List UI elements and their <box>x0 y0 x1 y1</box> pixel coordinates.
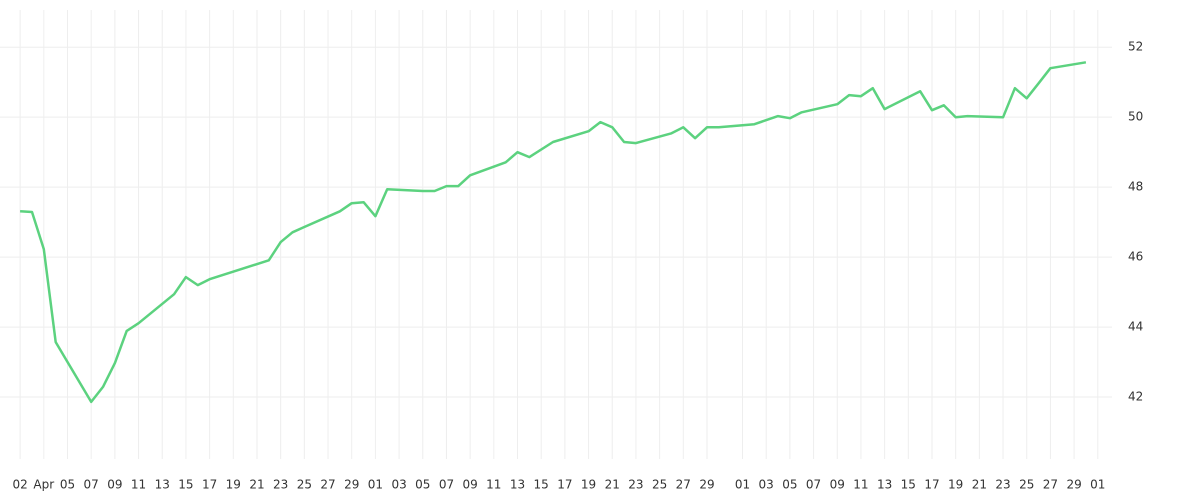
x-tick-label: 25 <box>652 478 667 492</box>
x-tick-label: 17 <box>557 478 572 492</box>
x-tick-label: 02 <box>12 478 27 492</box>
y-tick-label: 42 <box>1128 390 1143 404</box>
x-tick-label: 05 <box>415 478 430 492</box>
x-tick-label: 09 <box>830 478 845 492</box>
x-tick-label: 15 <box>901 478 916 492</box>
x-tick-label: 29 <box>1066 478 1081 492</box>
x-tick-label: 05 <box>60 478 75 492</box>
x-tick-label: Apr <box>33 478 54 492</box>
x-tick-label: 23 <box>628 478 643 492</box>
x-tick-label: 25 <box>1019 478 1034 492</box>
x-tick-label: 17 <box>924 478 939 492</box>
x-tick-label: 09 <box>107 478 122 492</box>
x-tick-label: 13 <box>155 478 170 492</box>
x-tick-label: 01 <box>735 478 750 492</box>
x-tick-label: 21 <box>972 478 987 492</box>
y-tick-label: 46 <box>1128 250 1143 264</box>
x-tick-label: 25 <box>297 478 312 492</box>
x-tick-label: 13 <box>877 478 892 492</box>
x-tick-label: 11 <box>853 478 868 492</box>
x-tick-label: 27 <box>1043 478 1058 492</box>
x-tick-label: 05 <box>782 478 797 492</box>
x-tick-label: 21 <box>605 478 620 492</box>
x-tick-label: 15 <box>534 478 549 492</box>
x-tick-label: 07 <box>806 478 821 492</box>
x-tick-label: 13 <box>510 478 525 492</box>
x-tick-label: 23 <box>995 478 1010 492</box>
x-tick-label: 19 <box>226 478 241 492</box>
x-tick-label: 15 <box>178 478 193 492</box>
x-tick-label: 21 <box>249 478 264 492</box>
x-tick-label: 29 <box>344 478 359 492</box>
x-tick-label: 11 <box>486 478 501 492</box>
x-tick-label: 29 <box>699 478 714 492</box>
y-tick-label: 52 <box>1128 40 1143 54</box>
y-tick-label: 48 <box>1128 180 1143 194</box>
x-tick-label: 01 <box>368 478 383 492</box>
x-tick-label: 19 <box>581 478 596 492</box>
x-tick-label: 17 <box>202 478 217 492</box>
x-tick-label: 07 <box>439 478 454 492</box>
x-tick-label: 27 <box>676 478 691 492</box>
x-tick-label: 27 <box>320 478 335 492</box>
y-tick-label: 50 <box>1128 110 1143 124</box>
x-tick-label: 07 <box>84 478 99 492</box>
x-tick-label: 03 <box>391 478 406 492</box>
x-tick-label: 09 <box>463 478 478 492</box>
price-line <box>20 61 1087 404</box>
x-tick-label: 11 <box>131 478 146 492</box>
y-tick-label: 44 <box>1128 320 1143 334</box>
x-tick-label: 01 <box>1090 478 1105 492</box>
x-tick-label: 23 <box>273 478 288 492</box>
x-tick-label: 19 <box>948 478 963 492</box>
x-tick-label: 03 <box>759 478 774 492</box>
